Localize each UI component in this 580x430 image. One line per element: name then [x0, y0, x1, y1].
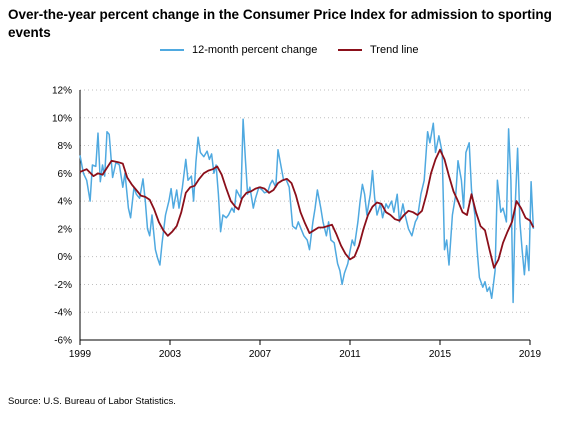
source-note: Source: U.S. Bureau of Labor Statistics.: [8, 396, 176, 407]
x-tick-label-3: 2011: [339, 349, 361, 360]
x-tick-label-4: 2015: [429, 349, 452, 360]
chart-legend: 12-month percent change Trend line: [0, 44, 580, 62]
y-tick-label-8: -4%: [54, 308, 72, 319]
x-tick-label-5: 2019: [519, 349, 542, 360]
series-line-1: [79, 118, 535, 304]
y-tick-label-9: -6%: [54, 336, 72, 347]
legend-label-series1: 12-month percent change: [192, 44, 318, 56]
y-tick-label-3: 6%: [58, 169, 73, 180]
series-line-2: [79, 148, 535, 269]
x-tick-label-1: 2003: [159, 349, 182, 360]
y-tick-label-5: 2%: [58, 224, 73, 235]
chart-title: Over-the-year percent change in the Cons…: [8, 7, 552, 40]
legend-swatch-series2: [338, 49, 362, 51]
y-tick-label-7: -2%: [54, 280, 72, 291]
legend-swatch-series1: [160, 49, 184, 51]
y-tick-label-1: 10%: [52, 113, 72, 124]
y-tick-label-2: 8%: [58, 141, 73, 152]
y-tick-label-6: 0%: [58, 252, 73, 263]
x-tick-label-2: 2007: [249, 349, 272, 360]
legend-item-series2: Trend line: [338, 44, 419, 56]
legend-item-series1: 12-month percent change: [160, 44, 317, 56]
y-tick-label-4: 4%: [58, 197, 73, 208]
y-tick-label-0: 12%: [52, 86, 72, 97]
x-tick-label-0: 1999: [69, 349, 92, 360]
legend-label-series2: Trend line: [370, 44, 419, 56]
